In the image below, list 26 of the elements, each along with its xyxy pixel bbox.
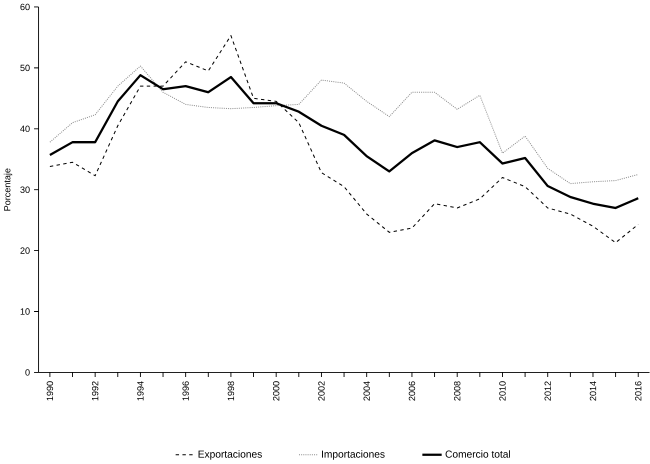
y-tick-label: 30 bbox=[20, 186, 30, 193]
x-tick-label: 2012 bbox=[544, 381, 551, 401]
x-tick-label: 2014 bbox=[590, 381, 596, 401]
x-tick-label: 1994 bbox=[137, 381, 144, 400]
x-tick-label: 2006 bbox=[408, 381, 416, 401]
x-tick-label: 2000 bbox=[272, 381, 280, 401]
x-tick-label: 2004 bbox=[363, 381, 370, 401]
x-tick-label: 1992 bbox=[92, 381, 98, 400]
x-tick-label: 2008 bbox=[454, 381, 460, 401]
y-tick-label: 60 bbox=[20, 4, 30, 10]
legend-label: Comercio total bbox=[446, 450, 510, 458]
x-tick-label: 1996 bbox=[182, 381, 189, 400]
y-tick-label: 10 bbox=[20, 308, 30, 315]
y-tick-label: 50 bbox=[20, 64, 30, 72]
y-tick-label: 40 bbox=[20, 126, 30, 132]
line-series bbox=[49, 66, 639, 184]
x-tick-label: 1998 bbox=[228, 381, 234, 400]
legend-label: Importaciones bbox=[322, 450, 385, 460]
x-tick-label: 1990 bbox=[46, 381, 54, 400]
x-tick-label: 2010 bbox=[499, 381, 506, 401]
y-tick-label: 20 bbox=[20, 247, 30, 254]
x-tick-label: 2002 bbox=[318, 381, 325, 401]
x-tick-label: 2016 bbox=[635, 381, 642, 401]
legend-label: Exportaciones bbox=[198, 450, 262, 460]
y-tick-label: 0 bbox=[25, 369, 30, 376]
y-axis-title: Porcentaje bbox=[4, 168, 12, 211]
